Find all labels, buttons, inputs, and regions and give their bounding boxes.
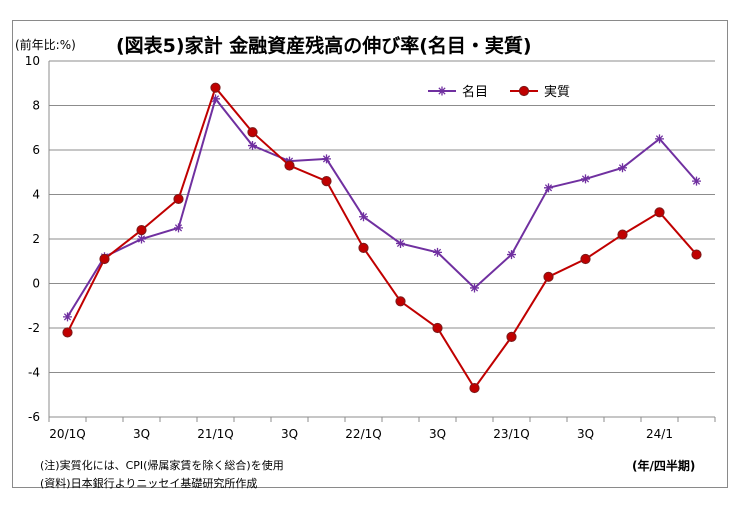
data-point [174, 223, 183, 233]
x-tick-label: 21/1Q [197, 427, 233, 441]
data-point [247, 127, 258, 138]
data-point [284, 160, 295, 171]
footnote-source: (資料)日本銀行よりニッセイ基礎研究所作成 [40, 477, 258, 490]
series-2 [62, 82, 702, 394]
series-line [66, 96, 698, 318]
legend-label: 実質 [544, 84, 570, 100]
y-tick-label: -4 [28, 366, 40, 380]
data-point [173, 193, 184, 205]
y-tick-label: 6 [32, 143, 40, 157]
chart-frame [12, 20, 728, 488]
data-point [544, 183, 553, 193]
data-point [617, 229, 628, 240]
data-point [248, 141, 257, 151]
data-point [655, 134, 664, 144]
data-point [543, 271, 554, 282]
series-1 [63, 94, 701, 322]
data-point [210, 82, 221, 93]
series-line [66, 85, 698, 390]
x-tick-label: 24/1 [646, 427, 673, 441]
x-unit-label: (年/四半期) [632, 459, 696, 473]
x-tick-label: 23/1Q [493, 427, 529, 441]
x-tick-label: 3Q [577, 427, 594, 441]
data-point [580, 253, 591, 265]
y-tick-label: 8 [32, 99, 40, 113]
x-tick-label: 3Q [133, 427, 150, 441]
data-point [322, 154, 331, 164]
x-tick-label: 3Q [429, 427, 446, 441]
x-tick-label: 3Q [281, 427, 298, 441]
data-point [358, 242, 369, 253]
x-tick-label: 20/1Q [49, 427, 85, 441]
y-tick-label: 10 [25, 54, 40, 68]
data-point [692, 176, 701, 186]
data-point [506, 331, 517, 342]
data-point [469, 382, 480, 394]
data-point [691, 249, 702, 260]
data-point [62, 327, 73, 338]
chart-title: (図表5)家計 金融資産残高の伸び率(名目・実質) [116, 35, 532, 57]
x-tick-label: 22/1Q [345, 427, 381, 441]
data-point [211, 94, 220, 104]
data-point [137, 234, 146, 244]
y-tick-label: -6 [28, 410, 40, 424]
data-point [618, 163, 627, 173]
data-point [321, 176, 332, 187]
data-point [654, 207, 665, 218]
data-point [470, 283, 479, 293]
data-point [359, 212, 368, 222]
y-tick-label: 4 [32, 188, 40, 202]
data-point [395, 296, 406, 307]
data-point [507, 250, 516, 260]
y-tick-label: 0 [32, 277, 40, 291]
y-tick-label: 2 [32, 232, 40, 246]
data-point [581, 174, 590, 184]
y-tick-label: -2 [28, 321, 40, 335]
y-unit-label: (前年比:%) [15, 38, 76, 52]
legend-marker [518, 85, 530, 97]
data-point [432, 322, 443, 334]
footnote-note: (注)実質化には、CPI(帰属家賃を除く総合)を使用 [40, 459, 284, 472]
legend: 名目 実質 [428, 84, 570, 100]
data-point [136, 225, 147, 236]
data-point [99, 253, 110, 265]
data-point [433, 247, 442, 257]
data-point [63, 312, 72, 322]
data-point [396, 238, 405, 248]
legend-label: 名目 [462, 84, 488, 100]
legend-marker [437, 86, 447, 96]
